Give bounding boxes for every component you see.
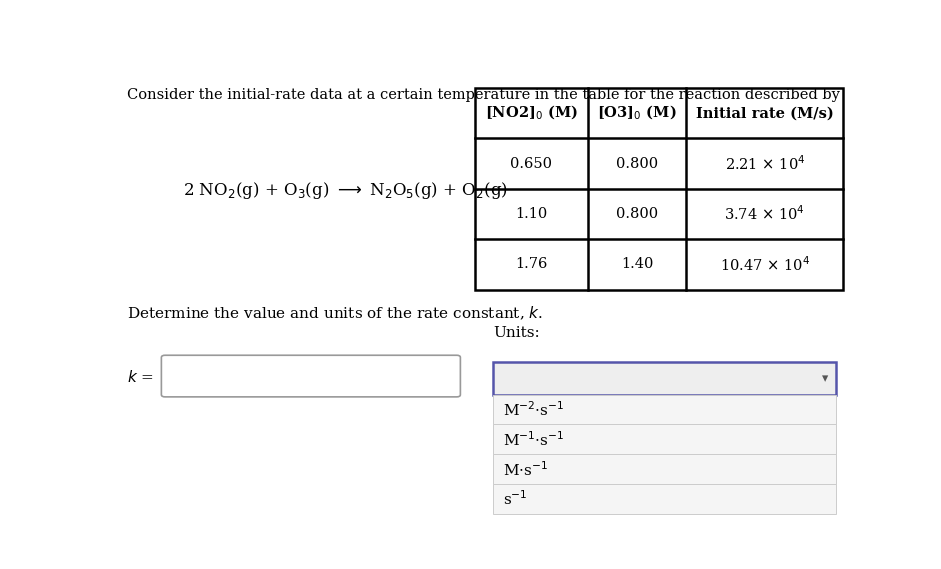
Text: 3.74 $\times$ 10$^4$: 3.74 $\times$ 10$^4$ (725, 205, 805, 223)
Bar (493, 395, 836, 424)
Text: Determine the value and units of the rate constant, $k$.: Determine the value and units of the rat… (127, 305, 543, 322)
Text: Consider the initial-rate data at a certain temperature in the table for the rea: Consider the initial-rate data at a cert… (127, 88, 840, 102)
Text: M$^{-1}$$\cdot$s$^{-1}$: M$^{-1}$$\cdot$s$^{-1}$ (503, 430, 565, 449)
Bar (475, 88, 843, 290)
Text: ▾: ▾ (821, 372, 828, 385)
Text: 2 NO$_2$(g) + O$_3$(g) $\longrightarrow$ N$_2$O$_5$(g) + O$_2$(g): 2 NO$_2$(g) + O$_3$(g) $\longrightarrow$… (183, 180, 508, 201)
Text: Initial rate (M/s): Initial rate (M/s) (696, 106, 834, 120)
Text: 0.800: 0.800 (616, 207, 659, 221)
FancyBboxPatch shape (162, 355, 460, 397)
Bar (493, 454, 836, 484)
Text: 2.21 $\times$ 10$^4$: 2.21 $\times$ 10$^4$ (725, 154, 805, 173)
Text: 0.800: 0.800 (616, 156, 659, 171)
Text: [NO2]$_0$ (M): [NO2]$_0$ (M) (485, 104, 578, 122)
Text: M$^{-2}$$\cdot$s$^{-1}$: M$^{-2}$$\cdot$s$^{-1}$ (503, 400, 565, 419)
Text: 1.40: 1.40 (621, 257, 653, 271)
Text: s$^{-1}$: s$^{-1}$ (503, 489, 528, 508)
Text: [O3]$_0$ (M): [O3]$_0$ (M) (598, 104, 677, 122)
Text: Units:: Units: (493, 327, 540, 340)
Text: 0.650: 0.650 (510, 156, 552, 171)
Bar (493, 424, 836, 454)
Bar (493, 484, 836, 514)
Text: M$\cdot$s$^{-1}$: M$\cdot$s$^{-1}$ (503, 460, 549, 479)
Bar (493, 362, 836, 395)
Text: $k$ =: $k$ = (127, 369, 154, 385)
Text: 1.76: 1.76 (516, 257, 548, 271)
Text: 1.10: 1.10 (516, 207, 548, 221)
Text: 10.47 $\times$ 10$^4$: 10.47 $\times$ 10$^4$ (720, 255, 810, 274)
